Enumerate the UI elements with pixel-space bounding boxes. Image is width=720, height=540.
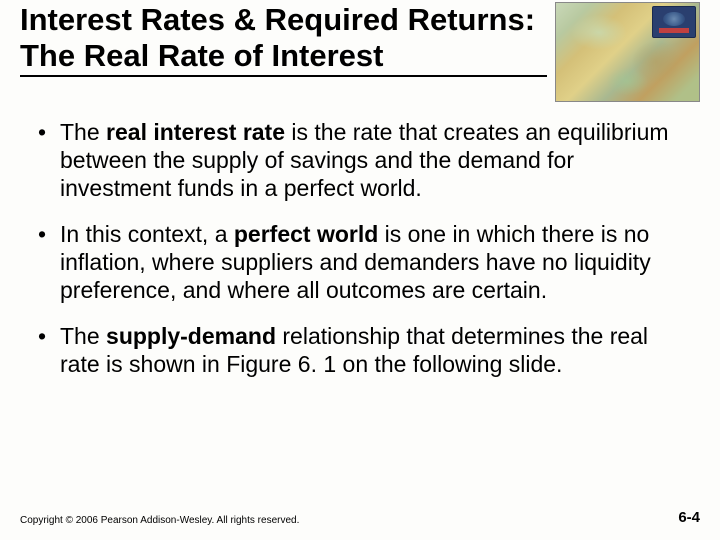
bullet-item: The real interest rate is the rate that …: [36, 118, 688, 202]
slide-title: Interest Rates & Required Returns: The R…: [20, 2, 547, 77]
slide: Interest Rates & Required Returns: The R…: [0, 0, 720, 540]
publisher-badge-icon: [652, 6, 696, 38]
money-image: [555, 2, 700, 102]
copyright-text: Copyright © 2006 Pearson Addison-Wesley.…: [20, 515, 299, 526]
footer: Copyright © 2006 Pearson Addison-Wesley.…: [20, 509, 700, 526]
bullet-item: The supply-demand relationship that dete…: [36, 322, 688, 378]
bullet-item: In this context, a perfect world is one …: [36, 220, 688, 304]
page-number: 6-4: [678, 509, 700, 526]
bullet-list: The real interest rate is the rate that …: [20, 102, 700, 378]
title-block: Interest Rates & Required Returns: The R…: [20, 0, 700, 102]
